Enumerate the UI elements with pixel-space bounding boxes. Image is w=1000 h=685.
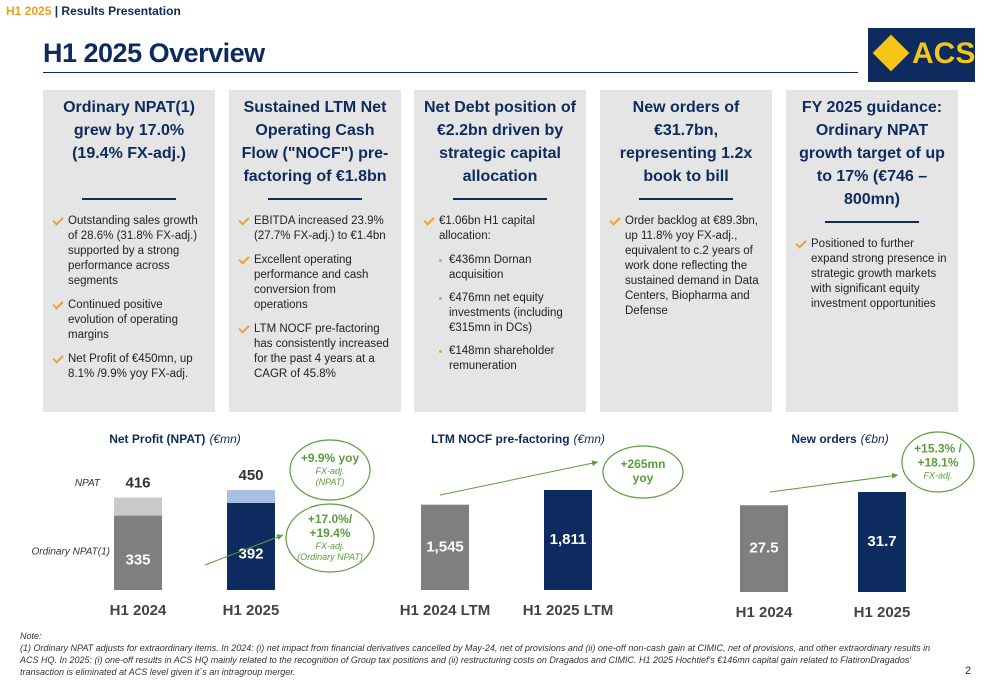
chart-unit: (€mn) [574, 432, 605, 446]
bullet: EBITDA increased 23.9% (27.7% FX-adj.) t… [238, 214, 392, 244]
series-label: Ordinary NPAT(1) [31, 547, 110, 558]
growth-arrow [439, 460, 599, 496]
bullet: Excellent operating performance and cash… [238, 253, 392, 313]
card: Ordinary NPAT(1) grew by 17.0% (19.4% FX… [43, 90, 215, 412]
chart-title: Net Profit (NPAT) (€mn) [109, 432, 241, 446]
card-divider [268, 198, 362, 200]
callout-text: +15.3% / [914, 442, 962, 456]
value-label: 335 [125, 552, 150, 569]
bullet: Positioned to further expand strong pres… [795, 237, 949, 312]
charts: Net Profit (NPAT) (€mn) 335 416 H1 2024 392 45… [31, 431, 975, 621]
card: Sustained LTM Net Operating Cash Flow ("… [229, 90, 401, 412]
total-label: 416 [125, 475, 150, 492]
bullet: LTM NOCF pre-factoring has consistently … [238, 322, 392, 382]
callout-text: (NPAT) [316, 477, 345, 487]
bullet: Outstanding sales growth of 28.6% (31.8%… [52, 214, 206, 289]
callout-text: FX-adj. [923, 470, 952, 480]
card-divider [639, 198, 733, 200]
card: New orders of €31.7bn, representing 1.2x… [600, 90, 772, 412]
sub-bullet: €436mn Dornan acquisition [423, 253, 577, 283]
callout-text: FX-adj. [315, 541, 344, 551]
note-text: (1) Ordinary NPAT adjusts for extraordin… [20, 643, 931, 677]
chart-title-text: New orders [791, 432, 857, 446]
title-rule [43, 72, 858, 73]
series-label: NPAT [75, 478, 101, 489]
callout-text: +18.1% [917, 456, 958, 470]
value-label: 1,545 [426, 538, 464, 555]
card: Net Debt position of €2.2bn driven by st… [414, 90, 586, 412]
bullet: Continued positive evolution of operatin… [52, 298, 206, 343]
callout [602, 445, 684, 499]
chart-unit: (€bn) [861, 432, 889, 446]
chart-title: LTM NOCF pre-factoring (€mn) [431, 432, 605, 446]
page-number: 2 [965, 665, 972, 677]
callout [285, 503, 375, 573]
card-divider [825, 221, 919, 223]
chart-title-text: LTM NOCF pre-factoring [431, 432, 569, 446]
header-period: H1 2025 [6, 4, 52, 18]
callout-text: +19.4% [309, 526, 350, 540]
logo-emblem [872, 34, 910, 72]
bar [544, 490, 592, 590]
callout [289, 439, 371, 501]
bar [114, 515, 162, 590]
header: H1 2025 | Results Presentation [6, 4, 181, 18]
card-divider [82, 198, 176, 200]
bar [114, 497, 162, 516]
card-title: Net Debt position of €2.2bn driven by st… [424, 99, 576, 185]
value-label: 27.5 [749, 540, 778, 557]
total-label: 450 [238, 467, 263, 484]
note: Note: (1) Ordinary NPAT adjusts for extra… [20, 630, 940, 678]
chart-title-text: Net Profit (NPAT) [109, 432, 205, 446]
value-label: 392 [238, 545, 263, 562]
bar [858, 492, 906, 592]
x-tick-label: H1 2024 [110, 602, 167, 619]
logo: ACS [868, 28, 975, 82]
bullet: Order backlog at €89.3bn, up 11.8% yoy F… [609, 214, 763, 319]
logo-text: ACS [912, 37, 976, 70]
card: FY 2025 guidance: Ordinary NPAT growth t… [786, 90, 958, 412]
bar [421, 504, 469, 590]
callout-text: FX-adj. [315, 466, 344, 476]
bar [740, 505, 788, 592]
value-label: 31.7 [867, 533, 896, 550]
callout-text: +9.9% yoy [301, 451, 360, 465]
card-title: FY 2025 guidance: Ordinary NPAT growth t… [799, 99, 945, 208]
callout-text: +265mn [620, 457, 665, 471]
note-label: Note: [20, 631, 42, 641]
x-tick-label: H1 2024 [736, 604, 793, 621]
x-tick-label: H1 2025 [223, 602, 280, 619]
x-tick-label: H1 2025 [854, 604, 911, 621]
callout-text: yoy [633, 471, 654, 485]
x-tick-label: H1 2025 LTM [523, 602, 614, 619]
chart-unit: (€mn) [209, 432, 240, 446]
x-tick-label: H1 2024 LTM [400, 602, 491, 619]
bullet: €1.06bn H1 capital allocation: [423, 214, 577, 244]
callout-text: (Ordinary NPAT) [297, 552, 363, 562]
growth-arrow [769, 472, 899, 493]
bar [227, 502, 275, 590]
callout-text: +17.0%/ [308, 512, 353, 526]
card-title: Ordinary NPAT(1) grew by 17.0% (19.4% FX… [63, 99, 195, 162]
header-label: | Results Presentation [54, 4, 181, 18]
growth-arrow [204, 534, 284, 566]
bullet: Net Profit of €450mn, up 8.1% /9.9% yoy … [52, 352, 206, 382]
value-label: 1,811 [550, 531, 587, 548]
sub-bullet: €476mn net equity investments (including… [423, 291, 577, 336]
chart-title: New orders (€bn) [791, 432, 888, 446]
card-title: Sustained LTM Net Operating Cash Flow ("… [241, 99, 389, 185]
slide-title: H1 2025 Overview [43, 38, 265, 68]
callout [901, 431, 975, 493]
sub-bullet: €148mn shareholder remuneration [423, 344, 577, 374]
card-title: New orders of €31.7bn, representing 1.2x… [619, 99, 753, 185]
card-divider [453, 198, 547, 200]
bar [227, 490, 275, 503]
